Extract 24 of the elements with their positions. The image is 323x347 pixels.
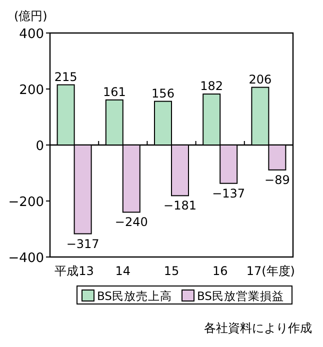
x-tick-label: 平成13 (54, 264, 94, 278)
x-tick-label: 14 (115, 264, 131, 278)
data-label: −181 (164, 198, 196, 213)
y-tick-label: −200 (8, 195, 44, 210)
x-tick-label: 17(年度) (246, 264, 295, 278)
text: 各社資料により作成 (204, 321, 312, 335)
data-label: 161 (102, 84, 126, 99)
x-tick-label: 15 (164, 264, 180, 278)
data-label: −137 (212, 186, 246, 200)
data-label: 206 (248, 72, 272, 86)
y-tick-label: 200 (19, 83, 44, 98)
y-tick-label: 400 (19, 27, 44, 42)
legend-label: BS民放営業損益 (197, 289, 284, 303)
data-label: −317 (66, 236, 100, 251)
y-tick-label: 0 (36, 139, 44, 154)
legend-label: BS民放売上高 (97, 289, 172, 303)
data-label: 215 (54, 70, 78, 84)
y-tick-label: −400 (8, 251, 44, 266)
data-label: 156 (152, 86, 174, 100)
data-label: −240 (114, 215, 148, 230)
data-label: 182 (200, 79, 224, 94)
data-label: −89 (264, 172, 290, 187)
y-axis-title: (億円) (14, 9, 48, 23)
x-tick-label: 16 (212, 264, 228, 278)
